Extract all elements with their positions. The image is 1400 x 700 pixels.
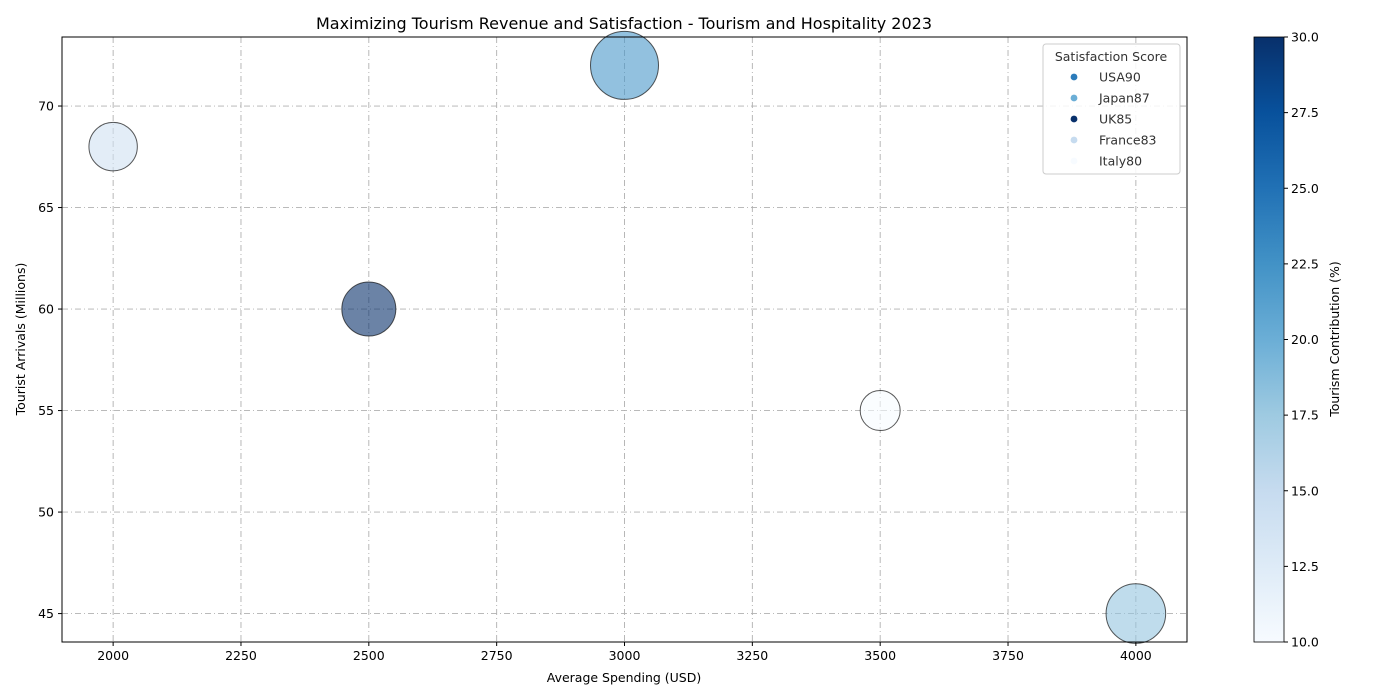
legend-title: Satisfaction Score <box>1055 49 1168 64</box>
x-tick-label: 3750 <box>992 648 1024 663</box>
y-tick-label: 55 <box>38 403 54 418</box>
y-tick-label: 50 <box>38 505 54 520</box>
colorbar-label: Tourism Contribution (%) <box>1327 261 1342 418</box>
legend-marker <box>1070 136 1078 144</box>
x-tick-label: 3000 <box>609 648 641 663</box>
y-tick-label: 45 <box>38 606 54 621</box>
chart-title: Maximizing Tourism Revenue and Satisfact… <box>316 14 932 33</box>
x-tick-label: 2500 <box>353 648 385 663</box>
colorbar-tick-label: 12.5 <box>1291 559 1319 574</box>
colorbar-tick-label: 25.0 <box>1291 181 1319 196</box>
colorbar-tick-label: 10.0 <box>1291 635 1319 650</box>
legend-label: Japan87 <box>1098 91 1150 106</box>
x-axis-label: Average Spending (USD) <box>547 670 702 685</box>
legend-marker <box>1070 115 1078 123</box>
colorbar-tick-label: 27.5 <box>1291 105 1319 120</box>
colorbar-tick-label: 20.0 <box>1291 332 1319 347</box>
x-tick-label: 3500 <box>864 648 896 663</box>
colorbar-tick-label: 15.0 <box>1291 483 1319 498</box>
legend-label: UK85 <box>1099 112 1132 127</box>
grid <box>62 37 1187 642</box>
x-tick-label: 3250 <box>736 648 768 663</box>
y-tick-label: 65 <box>38 200 54 215</box>
x-axis-ticks: 2000 2250 2500 2750 3000 3250 3500 3750 4000 <box>97 642 1152 663</box>
data-points <box>88 30 1167 644</box>
x-tick-label: 4000 <box>1120 648 1152 663</box>
legend: Satisfaction Score USA90 Japan87 UK85 Franc… <box>1042 43 1181 175</box>
x-tick-label: 2250 <box>225 648 257 663</box>
bubble-france83 <box>88 121 138 172</box>
colorbar-gradient <box>1253 36 1285 643</box>
colorbar-tick-label: 30.0 <box>1291 30 1319 45</box>
bubble-usa90 <box>590 30 659 100</box>
x-tick-label: 2000 <box>97 648 129 663</box>
x-tick-label: 2750 <box>481 648 513 663</box>
y-tick-label: 70 <box>38 99 54 114</box>
legend-marker <box>1070 73 1078 81</box>
legend-marker <box>1070 157 1078 165</box>
colorbar-tick-label: 22.5 <box>1291 256 1319 271</box>
y-tick-label: 60 <box>38 302 54 317</box>
bubble-uk85 <box>341 281 397 337</box>
y-axis-label: Tourist Arrivals (Millions) <box>13 263 28 417</box>
bubble-japan87 <box>1105 583 1167 644</box>
y-axis-ticks: 45 50 55 60 65 70 <box>38 99 62 621</box>
colorbar-tick-label: 17.5 <box>1291 408 1319 423</box>
bubble-italy80 <box>859 390 901 432</box>
legend-label: USA90 <box>1099 70 1141 85</box>
legend-label: Italy80 <box>1099 154 1142 169</box>
legend-label: France83 <box>1099 133 1156 148</box>
colorbar: 10.0 12.5 15.0 17.5 20.0 22.5 25.0 27.5 30.0 Tou… <box>1253 30 1342 650</box>
legend-marker <box>1070 94 1078 102</box>
